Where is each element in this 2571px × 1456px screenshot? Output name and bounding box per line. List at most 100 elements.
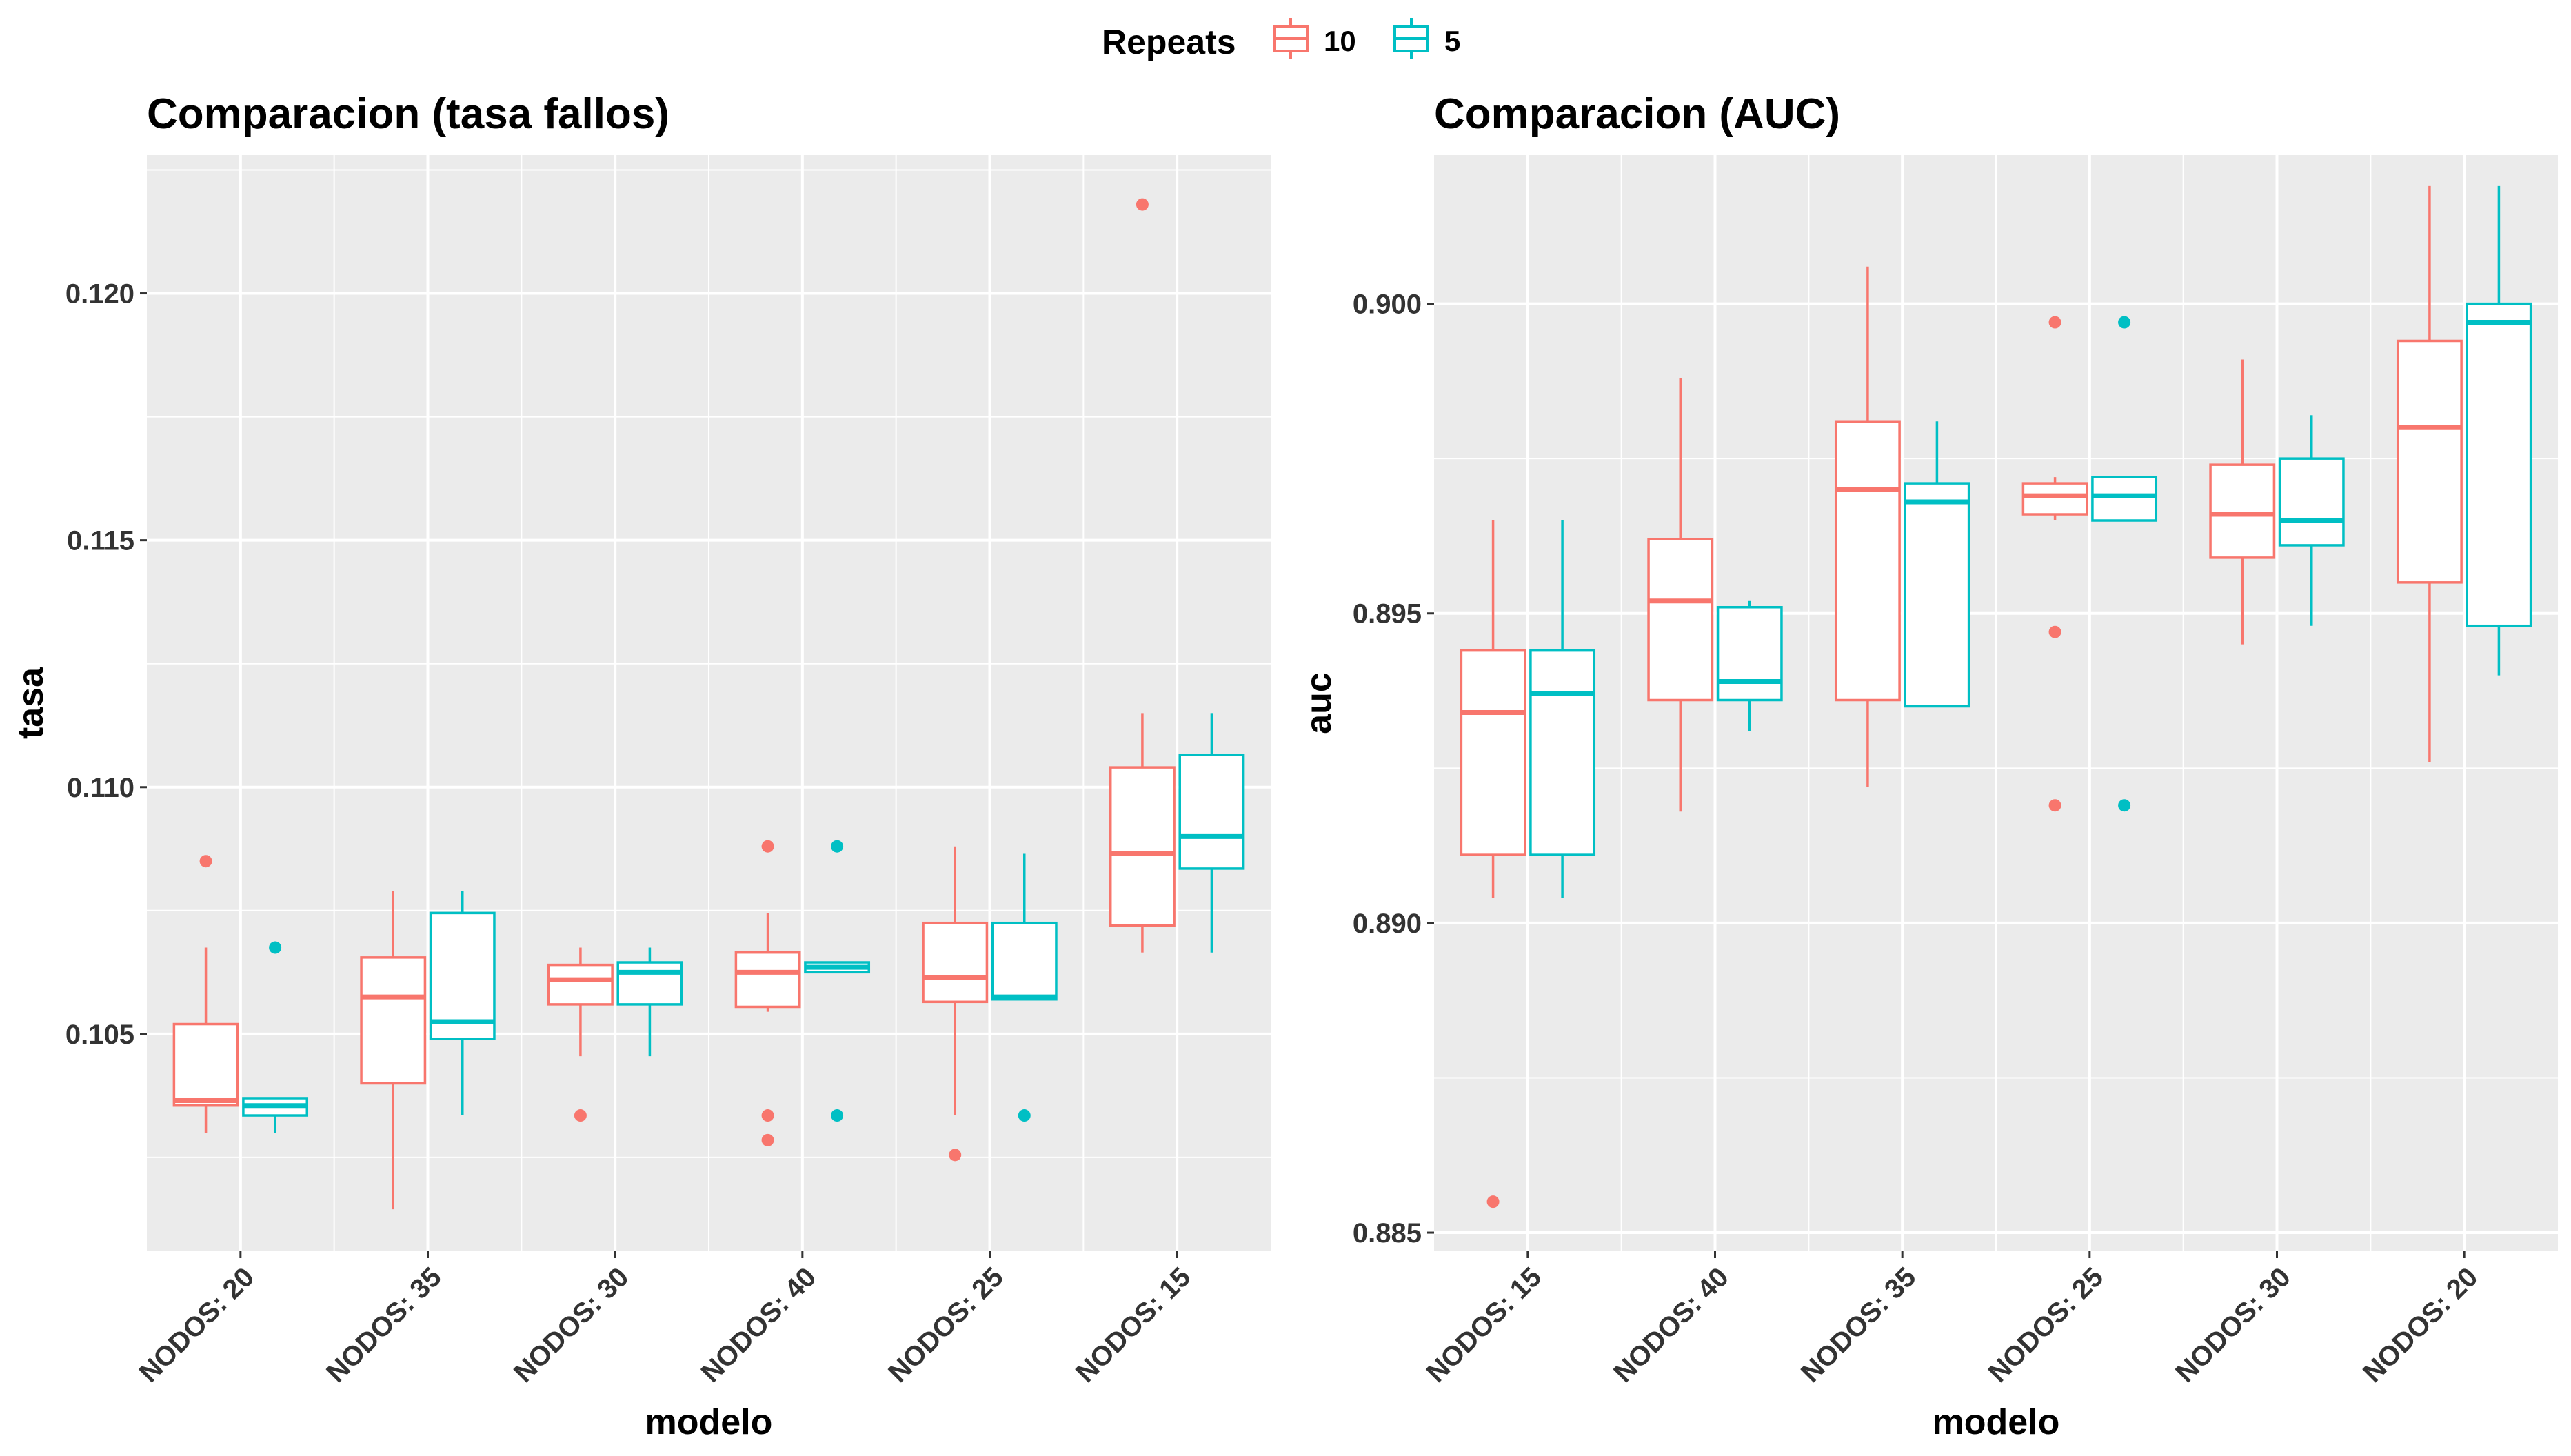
chart-title: Comparacion (AUC) <box>1434 90 1840 138</box>
outlier-point <box>2048 799 2061 812</box>
x-tick-label: NODOS: 30 <box>508 1262 635 1388</box>
y-tick-label: 0.110 <box>67 773 134 803</box>
outlier-point <box>831 1109 844 1122</box>
outlier-point <box>199 855 212 868</box>
box-iqr <box>360 956 427 1085</box>
box-nodos-35-repeats-5 <box>1904 421 1970 708</box>
box-iqr <box>1460 649 1526 856</box>
box-iqr <box>2396 339 2463 584</box>
box-iqr <box>2209 463 2276 559</box>
box-nodos-20-repeats-5 <box>2466 185 2532 676</box>
box-nodos-30-repeats-5 <box>2278 415 2345 626</box>
outlier-point <box>2048 316 2061 329</box>
box-iqr <box>1529 649 1596 856</box>
x-tick-label: NODOS: 35 <box>321 1262 447 1388</box>
y-axis-title: auc <box>1299 672 1339 734</box>
chart-title: Comparacion (tasa fallos) <box>147 90 669 138</box>
box-nodos-25-repeats-10 <box>922 846 989 1162</box>
outlier-point <box>949 1149 962 1162</box>
box-iqr <box>2278 457 2345 547</box>
outlier-point <box>1486 1195 1500 1209</box>
y-tick-label: 0.895 <box>1353 599 1422 629</box>
x-tick-label: NODOS: 35 <box>1795 1262 1922 1388</box>
legend-title: Repeats <box>1102 23 1236 61</box>
x-tick-label: NODOS: 30 <box>2170 1262 2297 1388</box>
box-nodos-30-repeats-10 <box>547 947 614 1122</box>
y-axis-title: tasa <box>11 667 51 739</box>
panel-tasa-fallos: Comparacion (tasa fallos) 0.105 0.110 0.11… <box>11 90 1271 1442</box>
y-tick-label: 0.885 <box>1353 1218 1422 1248</box>
box-iqr <box>2091 476 2158 522</box>
box-nodos-40-repeats-10 <box>734 840 801 1146</box>
x-axis-ticks: NODOS: 15 NODOS: 40 NODOS: 35 NODOS: 25 NODO… <box>1421 1251 2484 1388</box>
legend-label: 5 <box>1444 25 1460 57</box>
y-axis-ticks: 0.885 0.890 0.895 0.900 <box>1353 290 1434 1248</box>
box-nodos-20-repeats-5 <box>242 941 309 1133</box>
gridlines <box>1434 155 2558 1251</box>
boxplots <box>1460 185 2532 1209</box>
box-nodos-35-repeats-5 <box>429 891 496 1116</box>
box-iqr <box>1716 606 1783 702</box>
box-iqr <box>2466 302 2532 627</box>
box-iqr <box>1178 754 1245 870</box>
x-axis-ticks: NODOS: 20 NODOS: 35 NODOS: 30 NODOS: 40 NODO… <box>134 1251 1197 1388</box>
outlier-point <box>2048 625 2061 638</box>
legend-label: 10 <box>1324 25 1356 57</box>
x-tick-label: NODOS: 25 <box>1983 1262 2110 1388</box>
box-iqr <box>429 911 496 1040</box>
box-nodos-15-repeats-5 <box>1529 520 1596 898</box>
box-nodos-30-repeats-5 <box>616 947 683 1057</box>
box-iqr <box>547 963 614 1006</box>
box-nodos-40-repeats-5 <box>1716 600 1783 731</box>
outlier-point <box>831 840 844 853</box>
box-nodos-20-repeats-10 <box>172 855 239 1133</box>
x-tick-label: NODOS: 40 <box>1608 1262 1735 1388</box>
box-nodos-40-repeats-5 <box>804 840 871 1122</box>
box-nodos-15-repeats-10 <box>1109 198 1176 953</box>
gridlines <box>147 155 1271 1251</box>
boxplots <box>172 198 1245 1210</box>
outlier-point <box>761 840 774 853</box>
box-iqr <box>1647 538 1714 702</box>
legend-entries: 10 5 <box>1273 18 1460 59</box>
box-nodos-20-repeats-10 <box>2396 185 2463 762</box>
x-tick-label: NODOS: 40 <box>696 1262 823 1388</box>
outlier-point <box>2118 799 2131 812</box>
box-iqr <box>616 961 683 1006</box>
y-tick-label: 0.890 <box>1353 909 1422 939</box>
box-iqr <box>734 951 801 1009</box>
y-axis-ticks: 0.105 0.110 0.115 0.120 <box>65 279 147 1050</box>
box-nodos-25-repeats-5 <box>991 853 1058 1122</box>
y-tick-label: 0.900 <box>1353 290 1422 320</box>
box-nodos-15-repeats-5 <box>1178 713 1245 953</box>
box-iqr <box>172 1022 239 1107</box>
x-tick-label: NODOS: 15 <box>1421 1262 1548 1388</box>
x-tick-label: NODOS: 20 <box>134 1262 261 1388</box>
box-iqr <box>922 921 989 1004</box>
box-nodos-35-repeats-10 <box>1834 266 1901 787</box>
y-tick-label: 0.105 <box>65 1020 134 1050</box>
y-tick-label: 0.120 <box>65 279 134 310</box>
x-tick-label: NODOS: 20 <box>2357 1262 2484 1388</box>
box-nodos-25-repeats-5 <box>2091 316 2158 812</box>
box-iqr <box>1109 766 1176 927</box>
box-nodos-25-repeats-10 <box>2021 316 2088 812</box>
panel-auc: Comparacion (AUC) 0.885 0.890 0.895 0.900 N… <box>1299 90 2558 1442</box>
x-tick-label: NODOS: 15 <box>1070 1262 1197 1388</box>
box-iqr <box>1834 420 1901 702</box>
outlier-point <box>761 1109 774 1122</box>
outlier-point <box>761 1133 774 1146</box>
box-nodos-15-repeats-10 <box>1460 520 1526 1209</box>
outlier-point <box>574 1109 587 1122</box>
outlier-point <box>1136 198 1149 211</box>
x-axis-title: modelo <box>1933 1402 2060 1442</box>
x-axis-title: modelo <box>645 1402 773 1442</box>
legend: Repeats 10 5 <box>1102 18 1460 61</box>
box-nodos-40-repeats-10 <box>1647 378 1714 812</box>
outlier-point <box>269 941 282 954</box>
box-iqr <box>1904 482 1970 708</box>
legend-key: 10 <box>1273 18 1356 59</box>
y-tick-label: 0.115 <box>67 526 134 556</box>
box-iqr <box>991 921 1058 1001</box>
